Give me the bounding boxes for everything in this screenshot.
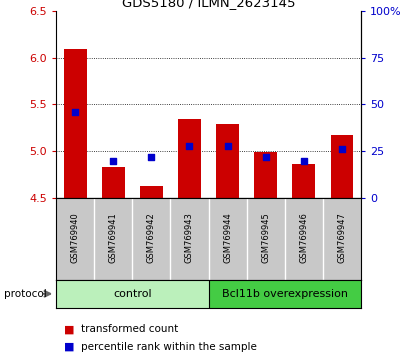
Point xyxy=(300,158,307,164)
Point xyxy=(262,154,269,160)
Text: GSM769947: GSM769947 xyxy=(337,212,347,263)
Text: GSM769940: GSM769940 xyxy=(71,212,80,263)
Text: control: control xyxy=(113,289,151,299)
Text: Bcl11b overexpression: Bcl11b overexpression xyxy=(222,289,348,299)
Bar xyxy=(63,49,87,198)
Point xyxy=(148,154,155,160)
Bar xyxy=(330,135,354,198)
Point xyxy=(186,143,193,149)
Bar xyxy=(254,152,277,198)
Text: ■: ■ xyxy=(64,342,75,352)
Bar xyxy=(293,165,315,198)
Bar xyxy=(178,119,201,198)
Text: GSM769945: GSM769945 xyxy=(261,212,270,263)
Bar xyxy=(56,280,209,308)
Text: ■: ■ xyxy=(64,324,75,334)
Point xyxy=(72,109,78,115)
Text: transformed count: transformed count xyxy=(81,324,178,334)
Point xyxy=(339,147,345,152)
Text: GSM769941: GSM769941 xyxy=(109,212,118,263)
Bar xyxy=(140,186,163,198)
Bar xyxy=(216,124,239,198)
Bar xyxy=(102,167,124,198)
Text: protocol: protocol xyxy=(4,289,47,299)
Text: GSM769944: GSM769944 xyxy=(223,212,232,263)
Text: GSM769943: GSM769943 xyxy=(185,212,194,263)
Text: GSM769946: GSM769946 xyxy=(299,212,308,263)
Title: GDS5180 / ILMN_2623145: GDS5180 / ILMN_2623145 xyxy=(122,0,295,10)
Point xyxy=(110,158,117,164)
Text: GSM769942: GSM769942 xyxy=(147,212,156,263)
Point xyxy=(224,143,231,149)
Text: percentile rank within the sample: percentile rank within the sample xyxy=(81,342,257,352)
Bar xyxy=(209,280,361,308)
